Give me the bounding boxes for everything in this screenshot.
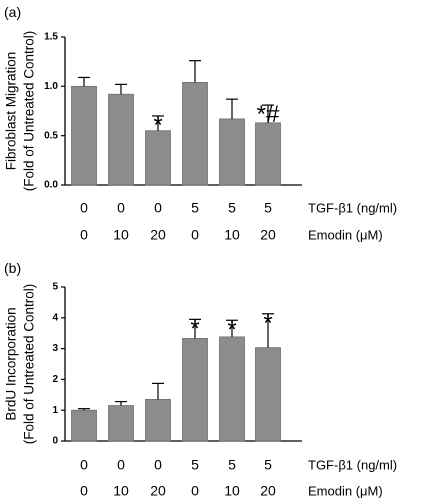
emodin-value-label: 20 <box>260 483 276 499</box>
bar <box>71 409 97 442</box>
chart-panel-a: (a) Fibroblast Migration (Fold of Untreate… <box>4 4 398 243</box>
tgf-value-label: 5 <box>191 200 199 216</box>
tgf-value-label: 0 <box>117 457 125 473</box>
y-axis-title: Fibroblast Migration <box>4 52 19 171</box>
bar <box>255 347 281 442</box>
y-tick-label: 5 <box>52 282 58 293</box>
panel-label: (a) <box>4 4 21 20</box>
y-axis-title: BrdU Incorporation <box>4 307 19 420</box>
y-tick-label: 4 <box>52 312 58 323</box>
emodin-row-label: Emodin (μM) <box>308 227 383 242</box>
tgf-value-label: 0 <box>154 457 162 473</box>
significance-marker: * <box>190 315 199 342</box>
emodin-value-label: 20 <box>260 227 276 243</box>
emodin-row-label: Emodin (μM) <box>308 483 383 498</box>
emodin-value-label: 10 <box>113 483 129 499</box>
tgf-value-label: 5 <box>191 457 199 473</box>
tgf-value-label: 5 <box>264 200 272 216</box>
bar <box>71 85 97 186</box>
tgf-value-label: 5 <box>228 200 236 216</box>
bar <box>182 81 208 186</box>
chart-panel-b: (b) BrdU Incorporation (Fold of Untreated … <box>4 260 398 499</box>
emodin-value-label: 20 <box>150 483 166 499</box>
bar <box>108 405 134 442</box>
significance-marker: * <box>227 316 236 343</box>
y-tick-label: 1.0 <box>44 81 58 92</box>
y-tick-label: 1 <box>52 405 58 416</box>
emodin-value-label: 10 <box>224 227 240 243</box>
emodin-value-label: 0 <box>80 483 88 499</box>
tgf-value-label: 0 <box>80 457 88 473</box>
bar <box>219 336 245 442</box>
bar <box>108 93 134 186</box>
tgf-row-label: TGF-β1 (ng/ml) <box>308 457 397 472</box>
bar <box>219 118 245 186</box>
emodin-value-label: 0 <box>191 483 199 499</box>
y-tick-label: 2 <box>52 374 58 385</box>
tgf-value-label: 0 <box>80 200 88 216</box>
emodin-value-label: 10 <box>113 227 129 243</box>
y-axis-subtitle: (Fold of Untreated Control) <box>22 31 37 192</box>
panel-label: (b) <box>4 260 21 276</box>
y-tick-label: 1.5 <box>44 32 58 43</box>
tgf-row-label: TGF-β1 (ng/ml) <box>308 200 397 215</box>
emodin-value-label: 0 <box>191 227 199 243</box>
emodin-value-label: 20 <box>150 227 166 243</box>
y-tick-label: 3 <box>52 343 58 354</box>
y-axis-subtitle: (Fold of Untreated Control) <box>22 284 37 445</box>
significance-marker: * <box>153 112 162 139</box>
y-tick-label: 0.0 <box>44 180 58 191</box>
bar <box>145 399 171 442</box>
significance-marker: * <box>263 310 272 337</box>
y-tick-label: 0 <box>52 436 58 447</box>
y-tick-label: 0.5 <box>44 130 58 141</box>
significance-marker: *# <box>257 101 280 128</box>
tgf-value-label: 0 <box>154 200 162 216</box>
tgf-value-label: 5 <box>264 457 272 473</box>
bar <box>182 338 208 442</box>
emodin-value-label: 10 <box>224 483 240 499</box>
bar <box>255 122 281 186</box>
tgf-value-label: 5 <box>228 457 236 473</box>
emodin-value-label: 0 <box>80 227 88 243</box>
tgf-value-label: 0 <box>117 200 125 216</box>
